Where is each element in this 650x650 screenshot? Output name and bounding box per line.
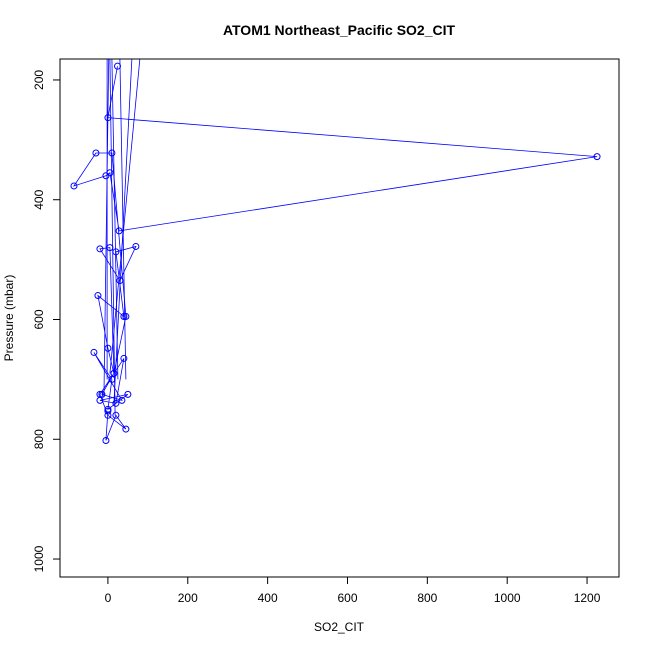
data-point [108,375,116,383]
series-segment-3 [111,59,119,380]
y-tick-label: 1000 [32,545,46,572]
data-point [112,248,120,256]
series-segment-5 [113,59,133,404]
y-axis-label: Pressure (mbar) [2,275,16,362]
x-tick-label: 200 [178,591,198,605]
data-point [112,411,120,419]
x-tick-label: 800 [417,591,437,605]
data-point [102,172,110,180]
data-point [70,182,78,190]
x-tick-label: 1200 [574,591,601,605]
data-point [98,390,106,398]
data-point [132,242,140,250]
data-point [120,354,128,362]
series-segment-4 [119,59,127,380]
data-point [118,396,126,404]
data-point [94,292,102,300]
x-tick-label: 400 [258,591,278,605]
x-tick-label: 1000 [494,591,521,605]
data-point [116,277,124,285]
data-point [122,313,130,321]
data-point [104,114,112,122]
series-segment-6 [109,59,141,374]
y-tick-label: 800 [32,429,46,449]
series-segment-1 [103,59,110,398]
data-point [112,399,120,407]
y-tick-label: 200 [32,70,46,90]
data-point [90,348,98,356]
plot-frame [59,58,620,578]
data-point [104,344,112,352]
y-tick-label: 400 [32,189,46,209]
data-point [113,62,121,70]
data-point [108,149,116,157]
y-tick-label: 600 [32,309,46,329]
data-point [120,313,128,321]
series-line-0 [73,66,598,441]
data-point [104,407,112,415]
data-point [122,425,130,433]
data-point [106,244,114,252]
data-point [110,369,118,377]
data-point [96,245,104,253]
x-tick-label: 0 [105,591,112,605]
data-point [593,153,601,161]
x-axis: 0 200 400 600 800 1000 1200 [105,576,601,605]
data-point [96,390,104,398]
chart-title: ATOM1 Northeast_Pacific SO2_CIT [223,22,456,38]
data-point [92,149,100,157]
y-axis: 200 400 600 800 1000 [32,70,61,572]
data-point [115,227,123,235]
data-point [104,411,112,419]
data-point [102,436,110,444]
plot-area [70,59,601,444]
data-point [124,390,132,398]
x-tick-label: 600 [337,591,357,605]
x-axis-label: SO2_CIT [314,620,365,634]
